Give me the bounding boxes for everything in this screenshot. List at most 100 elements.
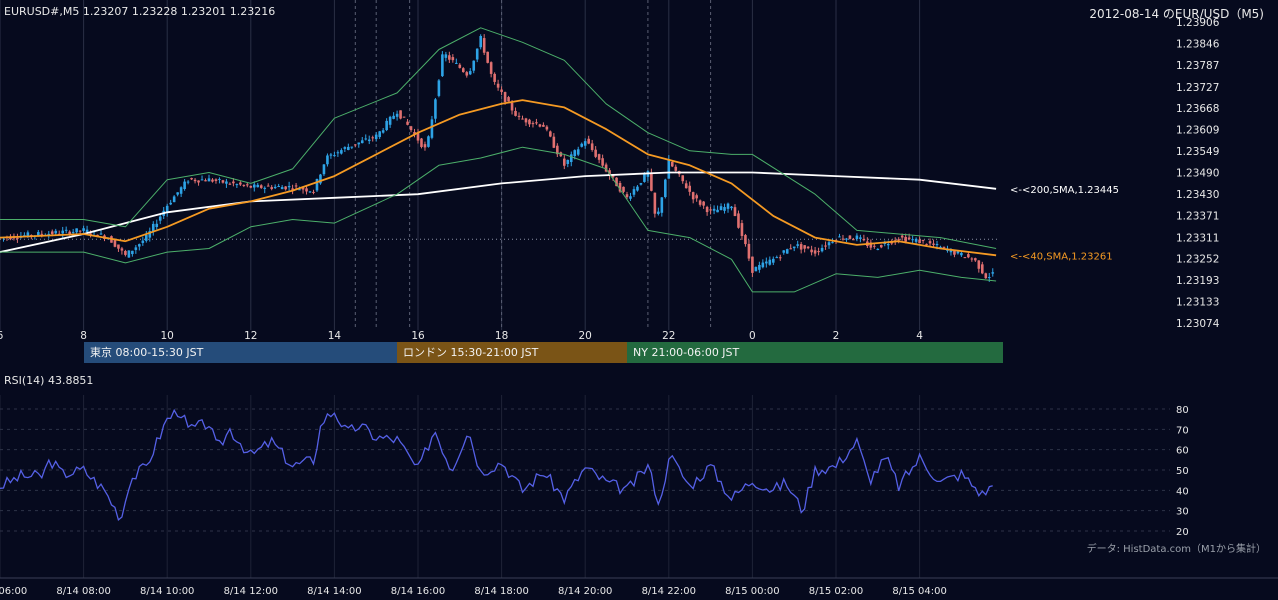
candle-body (688, 185, 691, 192)
candle-body (604, 164, 608, 172)
candle-body (273, 186, 277, 189)
candle-body (249, 185, 253, 188)
candle-body (956, 251, 960, 254)
candle-body (524, 118, 528, 123)
candle-body (252, 184, 256, 188)
candle-body (789, 248, 793, 250)
candle-body (99, 233, 103, 235)
candle-body (744, 235, 747, 245)
hour-tick-label: 10 (161, 330, 174, 342)
candle-body (204, 180, 207, 182)
date-tick-label: 8/14 20:00 (558, 586, 612, 597)
candle-body (932, 243, 935, 245)
candle-body (886, 243, 890, 246)
candle-body (984, 273, 988, 279)
rsi-tick-label: 30 (1176, 507, 1189, 518)
candle-body (165, 205, 169, 213)
rsi-tick-label: 20 (1176, 527, 1189, 538)
candle-body (127, 250, 131, 258)
candle-body (465, 72, 469, 76)
candle-body (145, 234, 148, 241)
candle-body (242, 184, 246, 186)
candle-body (113, 240, 117, 247)
date-tick-label: 8/14 10:00 (140, 586, 194, 597)
candle-body (200, 179, 204, 181)
candle-body (322, 164, 326, 175)
candle-body (218, 178, 221, 180)
candle-body (427, 136, 430, 147)
candle-body (730, 206, 733, 209)
candle-body (357, 142, 361, 145)
candle-body (78, 230, 82, 232)
candle-body (444, 54, 448, 58)
candle-body (169, 202, 172, 205)
candle-body (489, 62, 493, 74)
candle-body (545, 126, 549, 130)
candle-body (131, 250, 134, 255)
candle-body (333, 155, 336, 157)
candle-body (549, 131, 552, 137)
candle-body (670, 162, 674, 167)
candle-body (684, 183, 688, 189)
candle-body (68, 231, 71, 235)
candle-body (810, 249, 813, 253)
candle-body (416, 132, 420, 141)
rsi-indicator-label: RSI(14) 43.8851 (4, 374, 94, 387)
candle-body (423, 144, 427, 148)
date-tick-label: 8/14 08:00 (56, 586, 110, 597)
candle-body (831, 242, 834, 244)
candle-body (232, 181, 235, 184)
candle-body (270, 187, 273, 189)
session-tokyo: 東京 08:00-15:30 JST (84, 342, 397, 363)
candle-body (660, 197, 664, 213)
candle-body (569, 154, 573, 163)
candle-body (301, 187, 305, 190)
price-tick-label: 1.23787 (1176, 60, 1219, 72)
candle-body (650, 172, 653, 191)
hour-tick-label: 12 (244, 330, 257, 342)
candle-body (343, 147, 347, 149)
date-tick-label: 8/14 22:00 (642, 586, 696, 597)
candle-body (413, 131, 416, 135)
candle-body (681, 175, 685, 182)
candle-body (409, 126, 413, 131)
chart-date-title: 2012-08-14 のEUR/USD（M5) (1089, 7, 1264, 21)
candle-body (754, 266, 758, 272)
candle-body (563, 158, 566, 166)
hour-tick-label: 20 (579, 330, 592, 342)
candle-body (329, 154, 333, 156)
candle-body (785, 249, 789, 254)
series-line-40-sma (0, 99, 997, 257)
candle-body (566, 159, 570, 164)
candle-body (949, 249, 953, 253)
candle-body (799, 244, 803, 250)
candle-body (528, 119, 531, 125)
candle-body (709, 209, 712, 211)
date-tick-label: 8/15 02:00 (809, 586, 863, 597)
candle-body (214, 179, 218, 181)
candle-body (354, 144, 357, 146)
candle-body (674, 166, 678, 171)
series-line-bb-lower (0, 146, 997, 293)
candle-body (151, 223, 155, 232)
candle-body (900, 235, 904, 238)
candle-body (576, 149, 580, 155)
candle-body (691, 192, 695, 200)
candle-body (475, 48, 479, 60)
candle-body (907, 237, 911, 240)
symbol-quote-header: EURUSD#,M5 1.23207 1.23228 1.23201 1.232… (4, 5, 276, 18)
candle-body (803, 245, 806, 249)
hour-tick-label: 0 (749, 330, 756, 342)
candle-body (594, 149, 597, 157)
candle-body (845, 238, 848, 240)
price-tick-label: 1.23609 (1176, 124, 1219, 136)
candle-body (747, 243, 751, 259)
candle-body (85, 229, 89, 233)
price-tick-label: 1.23727 (1176, 82, 1219, 94)
price-tick-label: 1.23906 (1176, 17, 1220, 29)
candle-body (308, 191, 312, 193)
candle-body (852, 239, 855, 241)
candle-body (364, 138, 368, 140)
candle-body (806, 246, 810, 249)
candle-body (573, 150, 577, 157)
